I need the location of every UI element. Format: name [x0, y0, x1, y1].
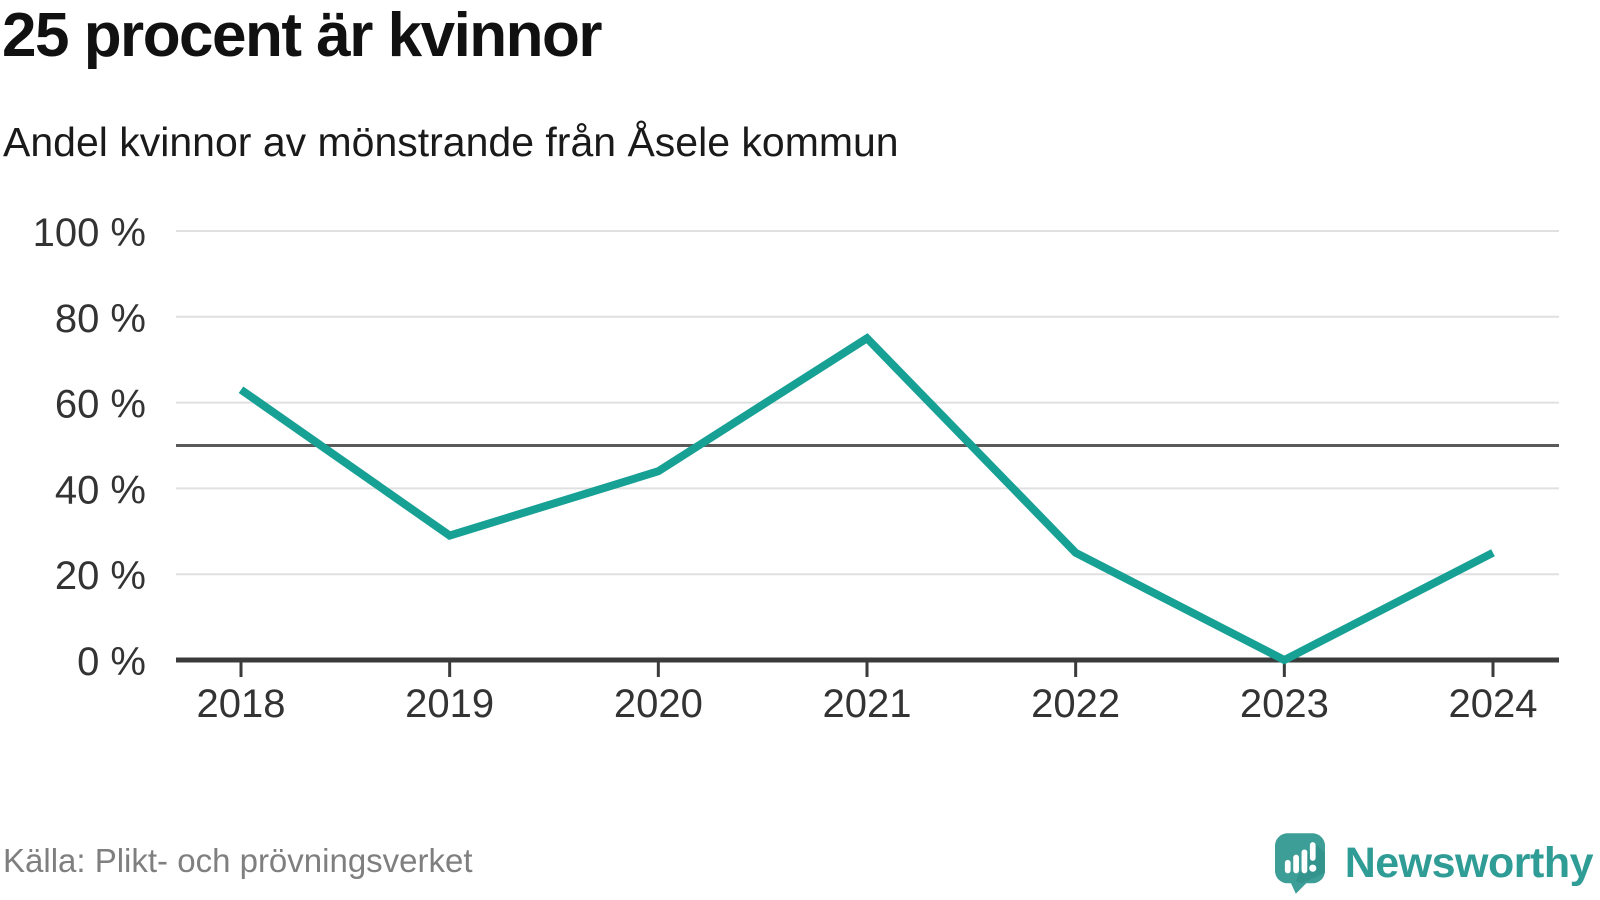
x-axis-label-2020: 2020: [614, 682, 703, 726]
chart-title: 25 procent är kvinnor: [2, 1, 603, 70]
source-label: Källa: Plikt- och prövningsverket: [3, 842, 473, 879]
x-axis-label-2023: 2023: [1240, 682, 1329, 726]
x-axis-label-2021: 2021: [823, 682, 912, 726]
x-axis-label-2024: 2024: [1449, 682, 1538, 726]
y-axis-label-20: 20 %: [55, 554, 146, 598]
x-axis-label-2022: 2022: [1031, 682, 1120, 726]
x-axis-label-2018: 2018: [197, 682, 286, 726]
x-axis-label-2019: 2019: [405, 682, 494, 726]
data-line: [238, 333, 1495, 665]
speech-bubble-bar-chart-exclamation-icon: [1274, 833, 1325, 894]
newsworthy-logo: Newsworthy: [1274, 833, 1594, 894]
speech-bubble-shape: [1274, 833, 1325, 894]
bar-chart-glyph: [1284, 849, 1308, 874]
y-axis-label-0: 0 %: [77, 640, 146, 684]
y-axis-label-80: 80 %: [55, 297, 146, 341]
newsworthy-logo-text: Newsworthy: [1344, 839, 1594, 887]
y-axis-label-60: 60 %: [55, 383, 146, 427]
chart-subtitle: Andel kvinnor av mönstrande från Åsele k…: [3, 119, 899, 165]
exclamation-glyph: [1308, 842, 1317, 872]
y-axis-label-100: 100 %: [33, 211, 146, 255]
y-axis-label-40: 40 %: [55, 468, 146, 512]
